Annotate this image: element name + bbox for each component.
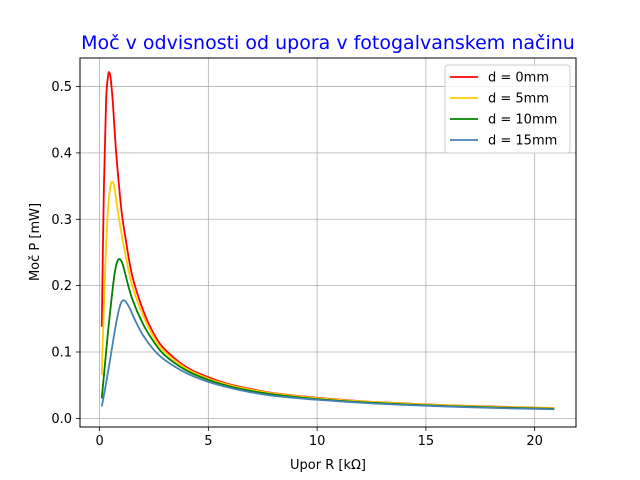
y-tick-label: 0.0 <box>51 412 72 427</box>
x-tick-label: 10 <box>309 434 326 449</box>
legend-entry-label: d = 5mm <box>488 92 549 107</box>
legend-entry-label: d = 15mm <box>488 134 557 149</box>
y-tick-label: 0.1 <box>51 346 72 361</box>
legend: d = 0mm d = 5mm d = 10mm d = 15mm <box>444 64 571 154</box>
x-axis-label: Upor R [kΩ] <box>290 458 366 473</box>
x-tick-label: 5 <box>204 434 212 449</box>
y-tick-label: 0.2 <box>51 279 72 294</box>
plot-frame <box>79 57 577 428</box>
y-axis-ticks: 0.0 0.1 0.2 0.3 0.4 0.5 <box>51 80 80 427</box>
chart-title: Moč v odvisnosti od upora v fotogalvansk… <box>81 32 575 54</box>
legend-box <box>444 64 571 154</box>
x-axis-ticks: 0 5 10 15 20 <box>95 427 543 449</box>
x-tick-label: 20 <box>526 434 543 449</box>
series-lines <box>100 71 555 411</box>
x-tick-label: 0 <box>95 434 103 449</box>
y-tick-label: 0.5 <box>51 80 72 95</box>
legend-entry-label: d = 10mm <box>488 113 557 128</box>
x-tick-label: 15 <box>418 434 435 449</box>
legend-entry-label: d = 0mm <box>488 71 549 86</box>
y-tick-label: 0.4 <box>51 146 72 161</box>
series-line-d15 <box>100 299 555 411</box>
y-axis-label: Moč P [mW] <box>28 203 43 281</box>
y-tick-label: 0.3 <box>51 213 72 228</box>
